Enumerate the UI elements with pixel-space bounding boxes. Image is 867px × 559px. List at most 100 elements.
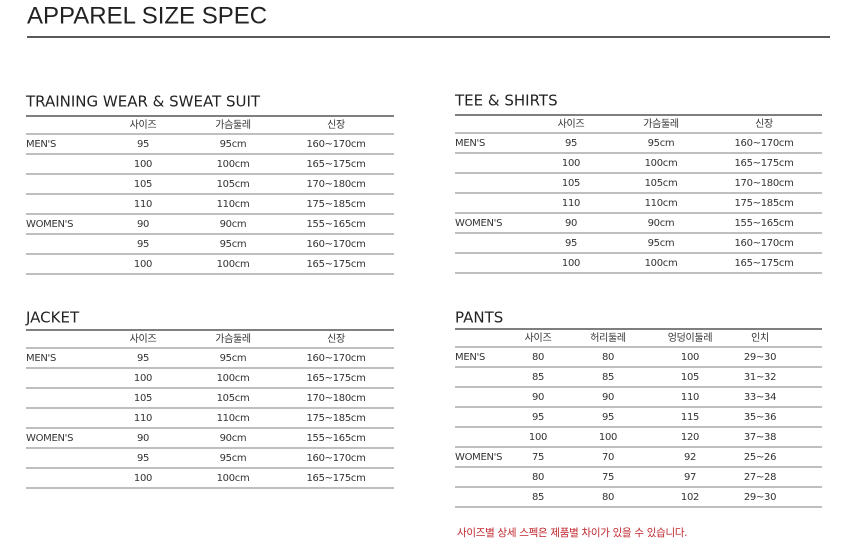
cell: 105cm — [217, 179, 250, 190]
cell: 170~180cm — [306, 179, 365, 190]
cell: 25~26 — [744, 452, 776, 463]
cell: 95cm — [220, 353, 247, 364]
cell: 105cm — [645, 178, 678, 189]
cell: 100 — [134, 259, 152, 270]
cell: 100 — [599, 432, 617, 443]
cell: 155~165cm — [306, 433, 365, 444]
cell: 165~175cm — [734, 158, 793, 169]
cell: 90 — [137, 433, 149, 444]
cell: 160~170cm — [306, 139, 365, 150]
cell: 95 — [137, 139, 149, 150]
column-header: 신장 — [755, 118, 773, 130]
cell: 90cm — [648, 218, 675, 229]
cell: 95cm — [648, 138, 675, 149]
page-title: APPAREL SIZE SPEC — [27, 2, 267, 29]
cell: 165~175cm — [306, 159, 365, 170]
cell: 90cm — [220, 433, 247, 444]
cell: 160~170cm — [734, 238, 793, 249]
cell: 160~170cm — [306, 453, 365, 464]
cell: 105 — [681, 372, 699, 383]
cell: 100cm — [217, 373, 250, 384]
cell: 105cm — [217, 393, 250, 404]
cell: 97 — [684, 472, 696, 483]
cell: 95 — [137, 453, 149, 464]
cell: 110 — [681, 392, 699, 403]
cell: 95cm — [648, 238, 675, 249]
cell: 29~30 — [744, 492, 776, 503]
cell: 175~185cm — [734, 198, 793, 209]
cell: 95 — [532, 412, 544, 423]
column-header: 사이즈 — [130, 119, 157, 131]
group-label: MEN'S — [26, 139, 56, 150]
column-header: 가슴둘레 — [215, 119, 251, 131]
cell: 75 — [532, 452, 544, 463]
cell: 95 — [137, 353, 149, 364]
cell: 175~185cm — [306, 199, 365, 210]
cell: 35~36 — [744, 412, 776, 423]
section-title: PANTS — [455, 309, 503, 327]
group-label: WOMEN'S — [26, 433, 73, 444]
cell: 80 — [532, 472, 544, 483]
column-header: 신장 — [327, 119, 345, 131]
cell: 120 — [681, 432, 699, 443]
cell: 95cm — [220, 239, 247, 250]
cell: 92 — [684, 452, 696, 463]
cell: 95cm — [220, 453, 247, 464]
cell: 102 — [681, 492, 699, 503]
cell: 90 — [137, 219, 149, 230]
cell: 90cm — [220, 219, 247, 230]
section-title: TRAINING WEAR & SWEAT SUIT — [25, 93, 261, 111]
cell: 90 — [565, 218, 577, 229]
column-header: 신장 — [327, 333, 345, 345]
column-header: 가슴둘레 — [215, 333, 251, 345]
group-label: MEN'S — [26, 353, 56, 364]
column-header: 사이즈 — [558, 118, 585, 130]
cell: 100 — [529, 432, 547, 443]
group-label: WOMEN'S — [26, 219, 73, 230]
cell: 100 — [681, 352, 699, 363]
cell: 100 — [562, 258, 580, 269]
section-title: JACKET — [25, 309, 80, 327]
cell: 160~170cm — [306, 239, 365, 250]
cell: 100 — [134, 159, 152, 170]
cell: 105 — [134, 393, 152, 404]
cell: 165~175cm — [734, 258, 793, 269]
cell: 95 — [602, 412, 614, 423]
cell: 155~165cm — [734, 218, 793, 229]
cell: 110 — [134, 199, 152, 210]
cell: 100 — [562, 158, 580, 169]
cell: 90 — [532, 392, 544, 403]
cell: 100 — [134, 373, 152, 384]
column-header: 가슴둘레 — [643, 118, 679, 130]
cell: 80 — [532, 352, 544, 363]
cell: 85 — [532, 492, 544, 503]
cell: 105 — [562, 178, 580, 189]
cell: 95 — [565, 138, 577, 149]
note: 사이즈별 상세 스펙은 제품별 차이가 있을 수 있습니다. — [457, 527, 687, 539]
cell: 100cm — [217, 473, 250, 484]
section-title: TEE & SHIRTS — [454, 92, 558, 110]
cell: 100 — [134, 473, 152, 484]
cell: 100cm — [645, 258, 678, 269]
column-header: 인치 — [751, 332, 769, 344]
cell: 27~28 — [744, 472, 776, 483]
cell: 95 — [565, 238, 577, 249]
cell: 165~175cm — [306, 373, 365, 384]
cell: 33~34 — [744, 392, 776, 403]
cell: 85 — [532, 372, 544, 383]
cell: 110 — [562, 198, 580, 209]
column-header: 엉덩이둘레 — [668, 332, 713, 344]
cell: 110cm — [217, 199, 250, 210]
cell: 170~180cm — [306, 393, 365, 404]
cell: 95 — [137, 239, 149, 250]
cell: 170~180cm — [734, 178, 793, 189]
group-label: WOMEN'S — [455, 452, 502, 463]
cell: 75 — [602, 472, 614, 483]
group-label: WOMEN'S — [455, 218, 502, 229]
cell: 85 — [602, 372, 614, 383]
cell: 160~170cm — [734, 138, 793, 149]
cell: 70 — [602, 452, 614, 463]
cell: 160~170cm — [306, 353, 365, 364]
column-header: 허리둘레 — [590, 332, 626, 344]
